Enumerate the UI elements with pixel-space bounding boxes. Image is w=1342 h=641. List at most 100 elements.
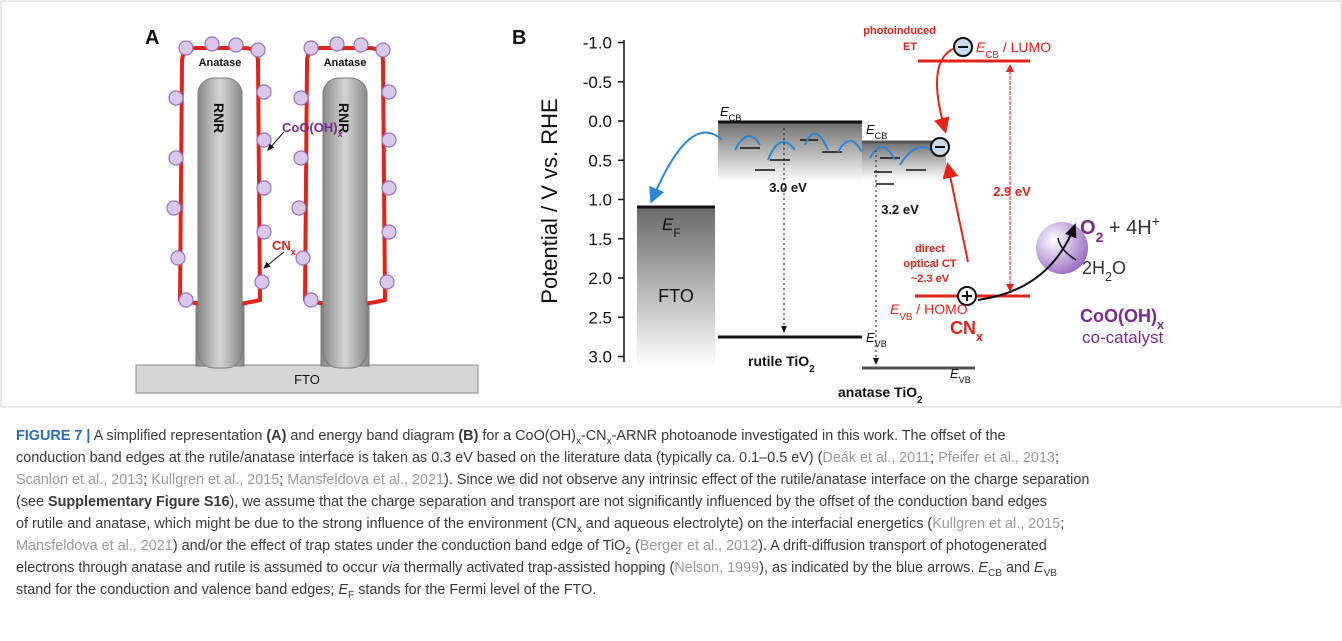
- shape: [637, 207, 715, 367]
- group: [930, 37, 977, 306]
- reference-link[interactable]: Mansfeldova et al., 2021: [287, 472, 445, 488]
- label: ECB / LUMO: [976, 39, 1051, 61]
- reference-link[interactable]: Scanlon et al., 2013: [16, 472, 144, 488]
- reference-link[interactable]: Berger et al., 2012: [639, 538, 759, 554]
- text-run: CoO(OH): [282, 120, 338, 135]
- text-run: 2: [1096, 229, 1104, 245]
- caption-line: FIGURE 7 | A simplified representation (…: [16, 425, 1089, 447]
- text-run: of rutile and anatase, which might be du…: [16, 516, 577, 532]
- label: EVB: [950, 366, 971, 385]
- y-tick-label: 0.0: [588, 112, 612, 131]
- shape: [166, 200, 182, 216]
- shape: [263, 251, 285, 269]
- y-tick-label: 1.5: [588, 230, 612, 249]
- y-tick-label: 2.5: [588, 308, 612, 327]
- caption-line: electrons through anatase and rutile is …: [16, 557, 1089, 579]
- reference-link[interactable]: Deák et al., 2011: [822, 450, 931, 466]
- text-run: E: [976, 39, 986, 55]
- shape: [942, 162, 969, 263]
- text-run: E: [866, 330, 875, 345]
- label: CNx: [272, 238, 296, 257]
- text-run: FIGURE 7 |: [16, 428, 91, 444]
- text-run: CB: [987, 567, 1002, 579]
- label: EVB / HOMO: [890, 301, 968, 323]
- group: [649, 131, 933, 204]
- figure-frame: [0, 0, 1342, 408]
- text-run: and aqueous electrolyte) on the interfac…: [581, 516, 933, 532]
- text-run: (: [630, 538, 640, 554]
- label: CoO(OH)x: [282, 120, 343, 139]
- text-run: ;: [1054, 450, 1059, 466]
- text-run: E: [338, 582, 349, 598]
- text-run: VB: [899, 312, 913, 323]
- panel-label: B: [512, 27, 526, 49]
- text-run: 2: [809, 364, 815, 375]
- caption-line: conduction band edges at the rutile/anat…: [16, 447, 1089, 469]
- text-run: VB: [959, 375, 971, 385]
- shape: [170, 250, 186, 266]
- text-run: F: [348, 589, 355, 601]
- label: FTO: [294, 372, 320, 387]
- text-run: ;: [1060, 516, 1065, 532]
- text-run: CoO(OH): [1080, 306, 1157, 326]
- text-run: Supplementary Figure S16: [48, 494, 230, 510]
- text-run: F: [673, 226, 680, 240]
- shape: [837, 140, 863, 153]
- text-run: (A): [266, 428, 287, 444]
- text-run: and energy band diagram: [286, 428, 459, 444]
- text-run: and: [1001, 560, 1034, 576]
- shape: [649, 131, 723, 204]
- label: rutile TiO2: [748, 353, 815, 375]
- y-tick-label: 0.5: [588, 151, 612, 170]
- label: RNR: [211, 103, 227, 133]
- label: EVB: [866, 330, 887, 349]
- y-tick-label: 2.0: [588, 269, 612, 288]
- reference-link[interactable]: Kullgren et al., 2015: [932, 516, 1061, 532]
- text-run: thermally activated trap-assisted hoppin…: [399, 560, 675, 576]
- group: [740, 139, 926, 185]
- reference-link[interactable]: Pfeifer et al., 2013: [938, 450, 1055, 466]
- shape: [804, 132, 829, 151]
- text-run: 2: [625, 545, 631, 557]
- text-run: via: [381, 560, 400, 576]
- reference-link[interactable]: Kullgren et al., 2015: [151, 472, 280, 488]
- label: 3.2 eV: [881, 202, 919, 217]
- caption-line: (see Supplementary Figure S16), we assum…: [16, 491, 1089, 513]
- shape: [290, 35, 398, 370]
- shape: [254, 274, 270, 290]
- text-run: -ARNR photoanode investigated in this wo…: [611, 428, 1006, 444]
- text-run: CB: [875, 131, 888, 141]
- text-run: -CN: [580, 428, 607, 444]
- text-run: anatase TiO: [838, 384, 917, 400]
- label: 2.9 eV: [993, 184, 1031, 199]
- group: [166, 36, 272, 308]
- text-run: E: [1033, 560, 1044, 576]
- reference-link[interactable]: Mansfeldova et al., 2021: [16, 538, 173, 554]
- shape: [267, 131, 285, 151]
- y-tick-label: 1.0: [588, 191, 612, 210]
- text-run: (see: [16, 494, 48, 510]
- text-run: + 4H: [1103, 217, 1151, 239]
- text-run: E: [866, 122, 875, 137]
- text-run: x: [1157, 318, 1164, 332]
- text-run: E: [950, 366, 959, 381]
- label: CoO(OH)x: [1080, 306, 1164, 332]
- text-run: x: [606, 435, 612, 447]
- shape: [135, 364, 479, 394]
- reference-link[interactable]: Nelson, 1999: [674, 560, 760, 576]
- shape: [168, 150, 184, 166]
- text-run: VB: [1043, 567, 1058, 579]
- shape: [977, 223, 1077, 301]
- text-run: / HOMO: [912, 301, 967, 317]
- caption: FIGURE 7 | A simplified representation (…: [16, 425, 1089, 601]
- text-run: ;: [279, 472, 288, 488]
- text-run: stands for the Fermi level of the FTO.: [354, 582, 597, 598]
- text-run: CN: [272, 238, 291, 253]
- text-run: ). A drift-diffusion transport of photog…: [758, 538, 1047, 554]
- text-run: ), we assume that the charge separation …: [229, 494, 1047, 510]
- text-run: x: [575, 435, 581, 447]
- text-run: A simplified representation: [90, 428, 267, 444]
- label: ET: [903, 41, 917, 53]
